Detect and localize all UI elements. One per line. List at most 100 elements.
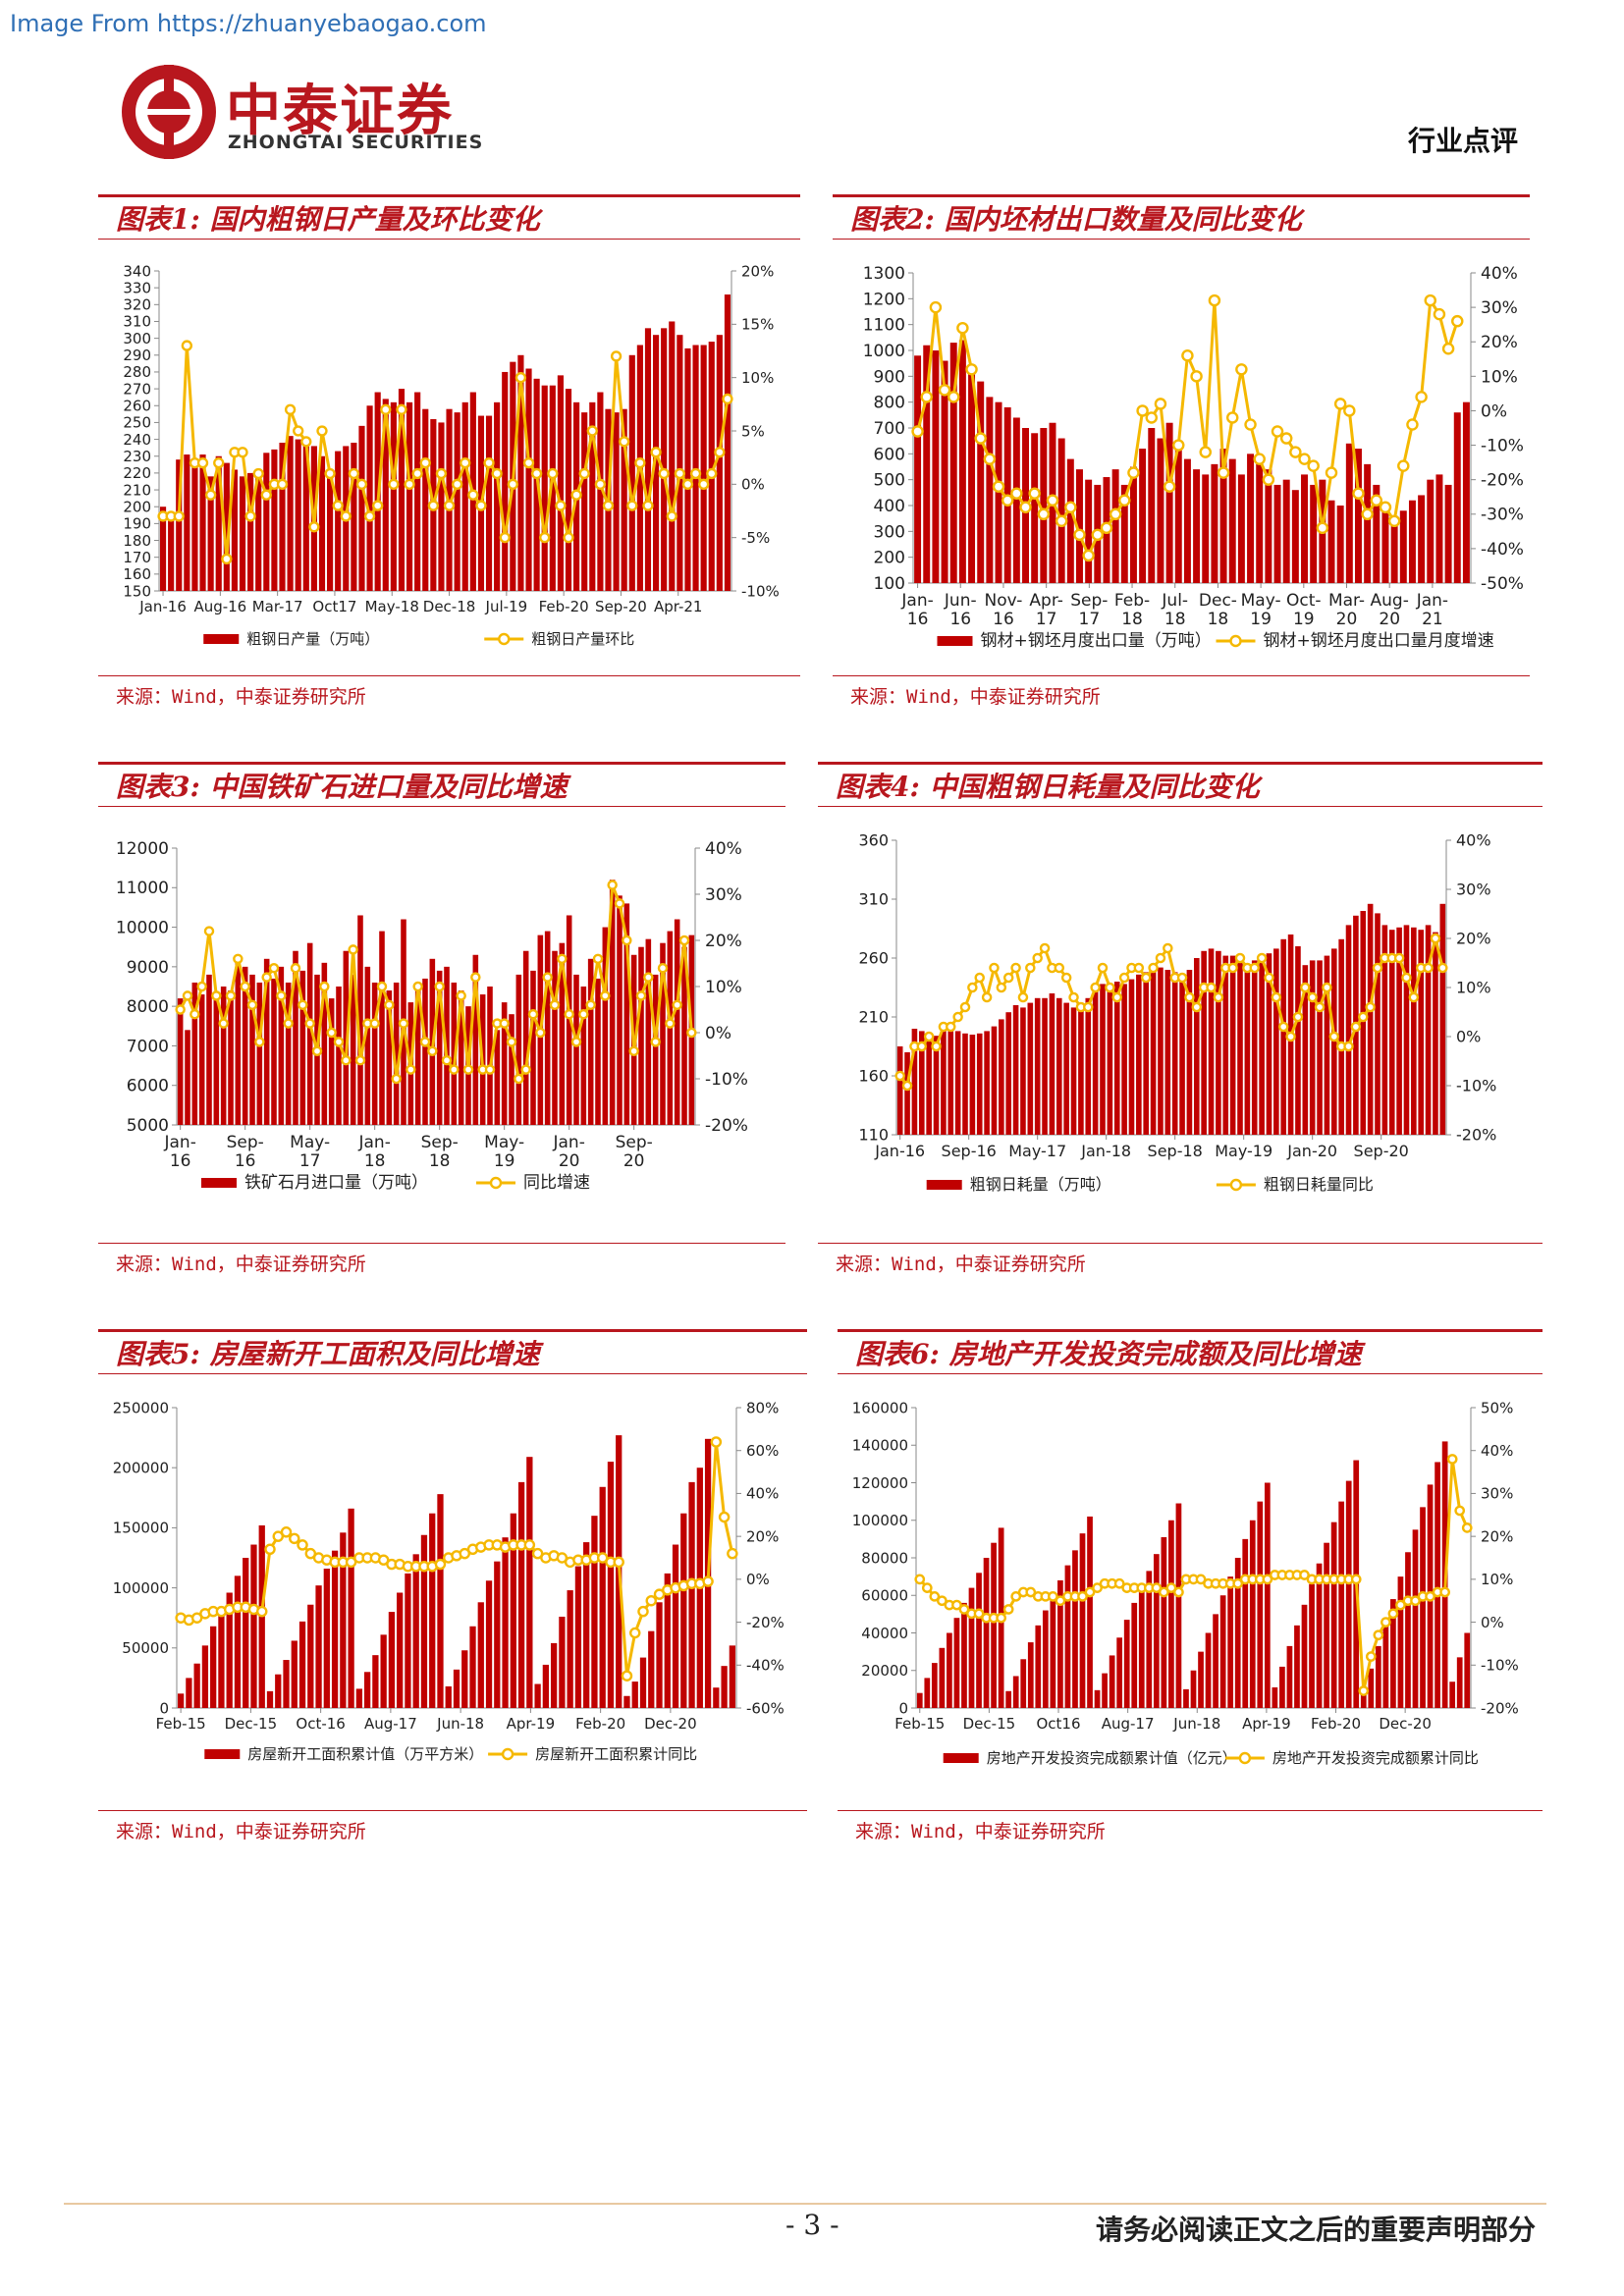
line-point: [240, 981, 250, 992]
bar: [1381, 510, 1389, 583]
y-left-tick-label: 190: [123, 515, 151, 533]
bar: [363, 1672, 371, 1708]
legend-bar-swatch: [203, 634, 240, 644]
line-point: [398, 1018, 409, 1029]
line-point: [614, 898, 625, 909]
legend-line-label: 粗钢日产量环比: [531, 630, 634, 648]
line-point: [460, 456, 471, 469]
line-point: [1217, 466, 1230, 479]
line-point: [289, 1532, 300, 1545]
line-point: [929, 300, 943, 314]
y-right-tick-label: -10%: [1456, 1077, 1496, 1095]
line-point: [1358, 1011, 1369, 1023]
line-point: [297, 1539, 308, 1551]
line-point: [522, 456, 535, 469]
bar: [1138, 1585, 1145, 1708]
chart-2-svg: 100 200 300 400 500 600 700 800 900 1000 1100 1200 1…: [863, 264, 1524, 651]
line-point: [1424, 294, 1437, 307]
bar: [941, 1029, 947, 1135]
line-point: [419, 456, 431, 469]
line-point: [204, 489, 217, 501]
bar: [1405, 1552, 1411, 1708]
bar: [1228, 458, 1236, 583]
line-point: [326, 1027, 337, 1039]
bar: [502, 1537, 509, 1708]
line-point: [404, 478, 415, 490]
line-point: [1002, 1604, 1014, 1615]
bar: [1085, 997, 1092, 1135]
line-point: [1002, 972, 1014, 984]
bar: [422, 408, 429, 591]
bar: [932, 350, 940, 583]
line-point: [610, 350, 623, 362]
legend-bar-swatch: [201, 1178, 237, 1188]
section-label: 行业点评: [1407, 125, 1518, 157]
bar: [1164, 970, 1171, 1135]
figure-source: 来源：Wind，中泰证券研究所: [98, 1810, 807, 1849]
line-point: [348, 467, 360, 480]
y-left-tick-label: 330: [123, 279, 151, 296]
bar: [968, 1587, 975, 1708]
bar: [422, 978, 428, 1125]
line-point: [974, 972, 985, 984]
line-point: [1136, 404, 1149, 417]
bar: [357, 915, 363, 1125]
line-point: [252, 467, 264, 480]
x-tick-label: Dec-: [1199, 591, 1237, 611]
line-point: [1300, 982, 1311, 993]
line-point: [506, 1037, 517, 1047]
bar: [414, 392, 421, 591]
source-url: Image From https://zhuanyebaogao.com: [10, 10, 487, 37]
bar: [559, 1616, 566, 1708]
y-right-tick-label: -20%: [746, 1614, 785, 1631]
x-tick-label: Sep-20: [595, 598, 647, 615]
line-point: [1285, 1031, 1296, 1042]
bar: [645, 938, 652, 1125]
y-left-tick-label: 340: [123, 262, 151, 280]
bar: [485, 1580, 493, 1708]
line-point: [1433, 307, 1446, 321]
line-point: [1393, 952, 1405, 964]
line-point: [613, 1556, 624, 1569]
line-point: [1140, 972, 1152, 984]
bar: [191, 982, 198, 1125]
bar: [1136, 974, 1142, 1135]
bar: [420, 1534, 428, 1708]
bar: [713, 1687, 720, 1708]
line-point: [722, 393, 733, 405]
x-tick-label: Feb-15: [156, 1715, 206, 1733]
y-left-tick-label: 240: [123, 431, 151, 449]
y-left-tick-label: 800: [874, 394, 905, 413]
bar: [1282, 479, 1290, 583]
bar: [1272, 1686, 1278, 1708]
y-right-tick-label: 20%: [741, 262, 774, 280]
line-point: [1279, 432, 1293, 445]
legend-bar-label: 粗钢日产量（万吨）: [246, 630, 379, 648]
line-point: [973, 1608, 985, 1620]
bar: [263, 958, 270, 1125]
bar: [1435, 1462, 1440, 1708]
bar: [278, 966, 285, 1125]
bar: [991, 1542, 997, 1708]
line-point: [1048, 1590, 1058, 1602]
line-point: [1350, 1021, 1362, 1033]
bar: [1390, 1599, 1396, 1708]
y-left-tick-label: 200000: [113, 1459, 169, 1476]
line-point: [213, 456, 225, 469]
line-point: [462, 1064, 474, 1075]
x-tick-label: Jan-: [357, 1133, 390, 1152]
bar: [398, 389, 406, 591]
y-left-tick-label: 50000: [122, 1639, 169, 1657]
bar: [583, 1542, 590, 1708]
bar: [1396, 927, 1402, 1135]
y-left-tick-label: 120000: [852, 1474, 908, 1492]
bar: [1040, 428, 1048, 583]
line-point: [706, 467, 718, 480]
line-point: [710, 1436, 723, 1448]
bar: [1301, 474, 1308, 583]
bar: [587, 958, 594, 1125]
bar: [1129, 466, 1137, 583]
bar: [652, 974, 659, 1125]
bar: [1094, 1689, 1101, 1708]
bar: [1420, 1507, 1426, 1708]
